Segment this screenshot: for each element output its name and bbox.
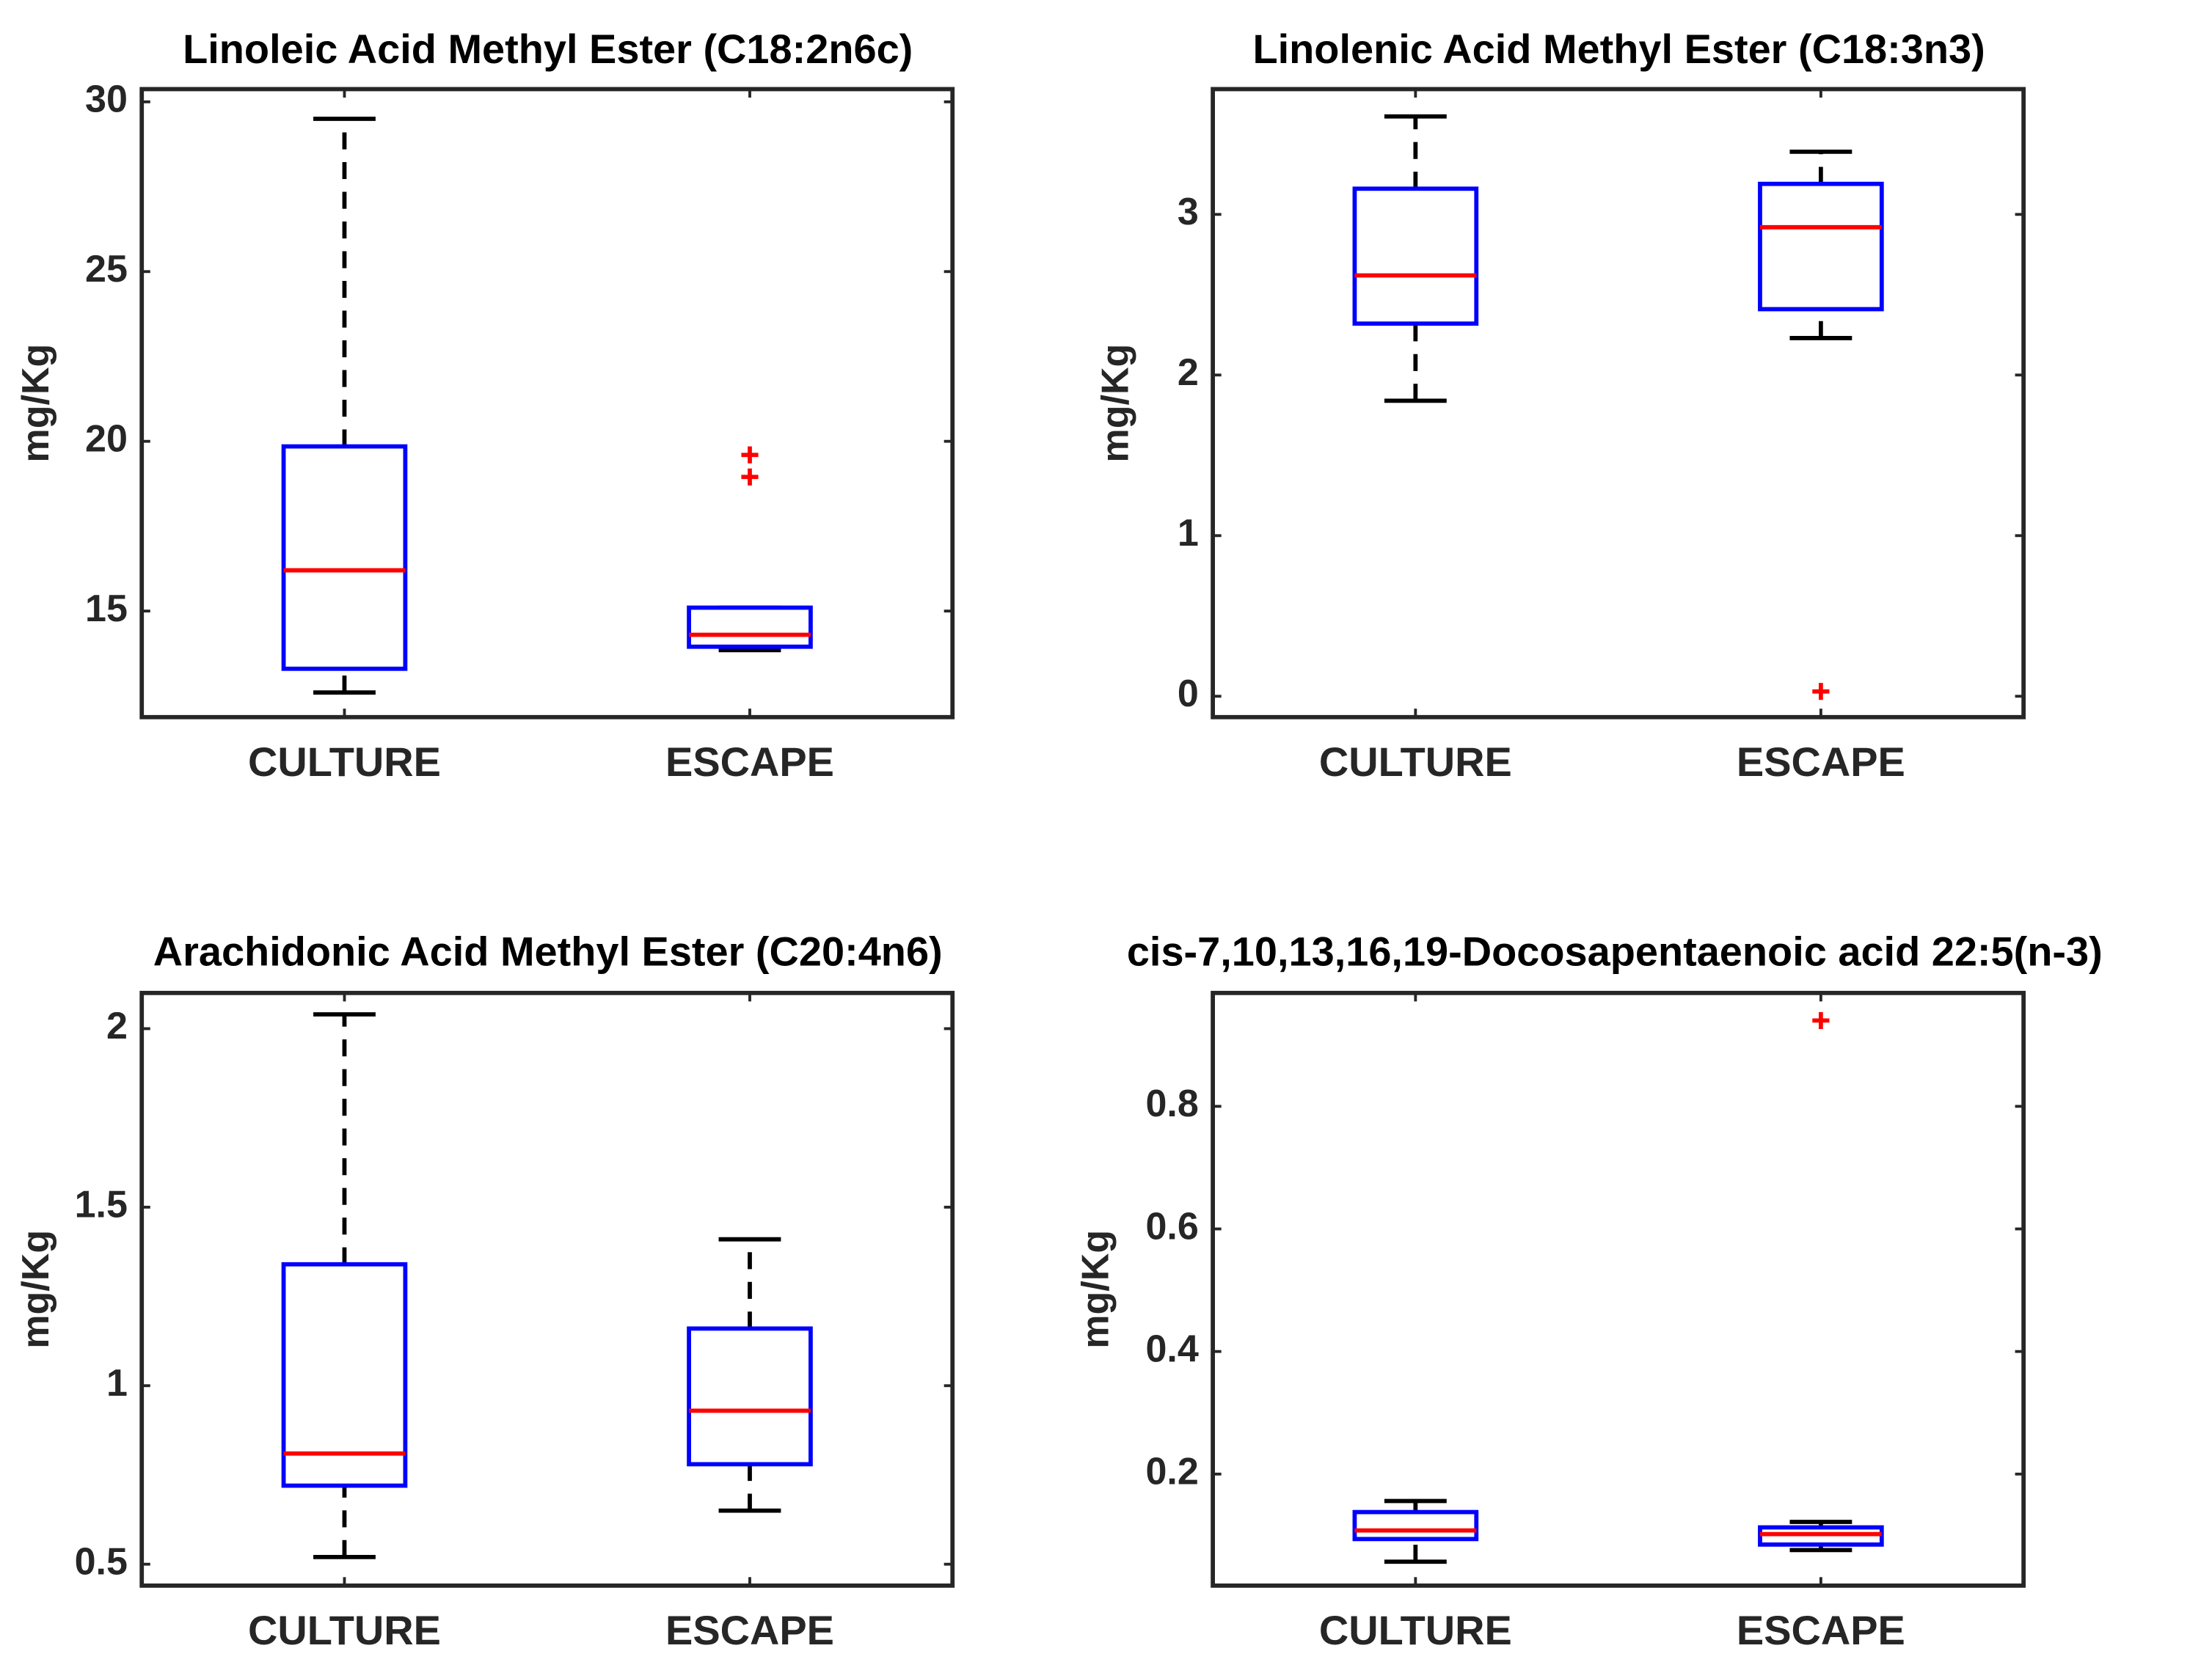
axes-frame (139, 87, 955, 720)
box (1352, 186, 1479, 326)
y-axis-label: mg/Kg (15, 344, 57, 463)
axes-frame (139, 990, 955, 1588)
x-tick-label: CULTURE (1319, 1607, 1512, 1653)
y-tick-label: 1 (1178, 512, 1199, 554)
x-tick-label: ESCAPE (665, 739, 834, 785)
outlier (1812, 683, 1830, 700)
y-tick-label: 0.4 (1145, 1328, 1198, 1370)
y-tick-label: 25 (85, 248, 128, 290)
x-tick-label: ESCAPE (665, 1607, 834, 1653)
box (1352, 1509, 1479, 1542)
y-tick-label: 0.6 (1145, 1205, 1198, 1248)
box (687, 605, 813, 649)
box (281, 444, 408, 671)
y-tick-label: 20 (85, 417, 128, 460)
box (1758, 181, 1884, 312)
y-tick-label: 3 (1178, 191, 1199, 233)
box (687, 1326, 813, 1467)
axes-frame (1211, 990, 2026, 1588)
y-tick-label: 1 (106, 1362, 128, 1405)
outlier (741, 468, 759, 486)
subplot: Linoleic Acid Methyl Ester (C18:2n6c) mg/… (15, 26, 955, 785)
x-tick-label: CULTURE (248, 1607, 441, 1653)
y-tick-label: 2 (1178, 351, 1199, 394)
y-tick-label: 0 (1178, 673, 1199, 715)
x-tick-label: CULTURE (1319, 739, 1512, 785)
subplot: Arachidonic Acid Methyl Ester (C20:4n6) m… (15, 929, 955, 1653)
y-tick-label: 0.8 (1145, 1083, 1198, 1125)
x-tick-label: CULTURE (248, 739, 441, 785)
x-tick-label: ESCAPE (1737, 1607, 1905, 1653)
box (281, 1262, 408, 1488)
y-tick-label: 2 (106, 1005, 128, 1047)
y-tick-label: 30 (85, 78, 128, 121)
axes-frame (1211, 87, 2026, 720)
y-tick-label: 0.5 (75, 1540, 128, 1583)
x-tick-label: ESCAPE (1737, 739, 1905, 785)
y-tick-label: 15 (85, 587, 128, 630)
subplot: Linolenic Acid Methyl Ester (C18:3n3) mg/… (1095, 26, 2026, 785)
y-tick-label: 1.5 (75, 1184, 128, 1226)
subplot: cis-7,10,13,16,19-Docosapentaenoic acid … (1075, 929, 2103, 1654)
subplot-title: Arachidonic Acid Methyl Ester (C20:4n6) (153, 929, 943, 975)
y-tick-label: 0.2 (1145, 1451, 1198, 1493)
outlier (741, 446, 759, 464)
subplot-title: Linolenic Acid Methyl Ester (C18:3n3) (1252, 26, 1985, 72)
outlier (1812, 1011, 1830, 1029)
y-axis-label: mg/Kg (1075, 1230, 1117, 1349)
subplot-title: cis-7,10,13,16,19-Docosapentaenoic acid … (1127, 929, 2103, 975)
y-axis-label: mg/Kg (1095, 344, 1137, 463)
y-axis-label: mg/Kg (15, 1230, 57, 1349)
subplot-title: Linoleic Acid Methyl Ester (C18:2n6c) (183, 26, 913, 72)
